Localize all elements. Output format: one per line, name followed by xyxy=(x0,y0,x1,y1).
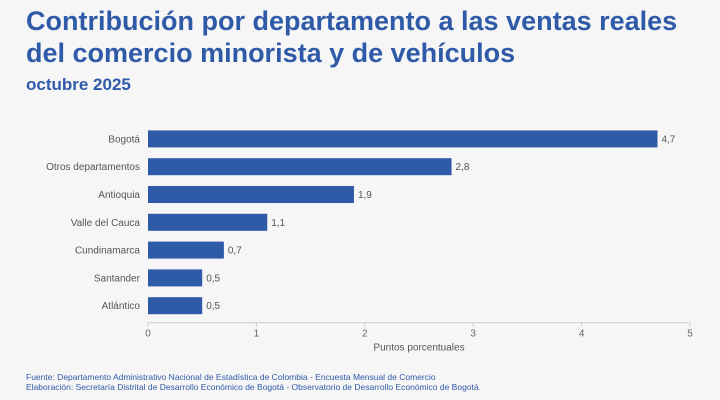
chart-subtitle: octubre 2025 xyxy=(26,75,131,94)
bar xyxy=(148,186,354,203)
data-label: 1,1 xyxy=(271,218,285,229)
x-tick-label: 1 xyxy=(254,329,260,340)
bar xyxy=(148,297,203,315)
data-label: 2,8 xyxy=(456,162,470,173)
x-tick-label: 4 xyxy=(579,329,585,340)
data-label: 1,9 xyxy=(358,190,372,201)
footer: Fuente: Departamento Administrativo Naci… xyxy=(26,372,481,392)
category-label: Santander xyxy=(94,273,141,284)
category-label: Bogotá xyxy=(108,134,140,145)
category-label: Cundinamarca xyxy=(75,246,140,257)
elaboration-note: Elaboración: Secretaría Distrital de Des… xyxy=(26,382,481,392)
category-label: Otros departamentos xyxy=(46,162,140,173)
chart-title: Contribución por departamento a las vent… xyxy=(26,6,678,68)
data-label: 0,5 xyxy=(206,301,220,312)
category-label: Valle del Cauca xyxy=(71,218,141,229)
source-note: Fuente: Departamento Administrativo Naci… xyxy=(26,372,436,382)
x-tick-label: 0 xyxy=(145,329,151,340)
bar xyxy=(148,241,224,259)
x-axis-title: Puntos porcentuales xyxy=(373,343,464,354)
x-tick-label: 3 xyxy=(470,329,476,340)
category-label: Atlántico xyxy=(102,301,141,312)
data-label: 0,5 xyxy=(206,273,220,284)
bar xyxy=(148,269,203,287)
x-tick-label: 5 xyxy=(687,329,693,340)
x-tick-label: 2 xyxy=(362,329,368,340)
bar xyxy=(148,158,452,176)
data-label: 4,7 xyxy=(661,134,675,145)
category-label: Antioquia xyxy=(98,190,140,201)
bar xyxy=(148,130,658,148)
bar xyxy=(148,213,268,231)
data-label: 0,7 xyxy=(228,246,242,257)
